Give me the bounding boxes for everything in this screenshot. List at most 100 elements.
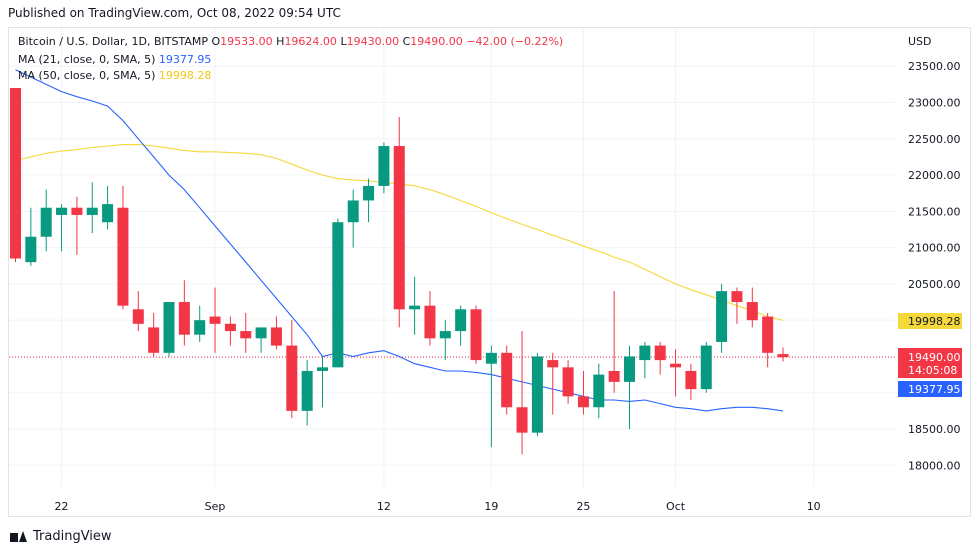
time-axis: 22 Sep 12 19 25 Oct 10: [55, 500, 821, 513]
x-tick-label: Oct: [666, 500, 686, 513]
candle-body: [501, 352, 513, 408]
price-tags: 19998.28 19490.00 14:05:08 19377.95: [898, 313, 962, 397]
candle-body: [639, 345, 651, 361]
candle: [685, 363, 697, 400]
candle-body: [378, 146, 390, 186]
high-label: H: [276, 35, 285, 48]
ma50-legend: MA (50, close, 0, SMA, 5) 19998.28: [18, 69, 211, 82]
candle-body: [255, 327, 267, 339]
currency-label: USD: [908, 35, 932, 48]
candle-body: [685, 370, 697, 390]
footer-brand-label: TradingView: [33, 529, 112, 544]
ohlc-legend: Bitcoin / U.S. Dollar, 1D, BITSTAMP O195…: [18, 35, 563, 48]
candle: [132, 291, 144, 332]
candle-body: [470, 309, 482, 361]
ma21-value: 19377.95: [158, 53, 212, 66]
candle-body: [485, 352, 497, 364]
candle: [670, 349, 682, 397]
footer-brand[interactable]: TradingView: [10, 529, 112, 544]
x-tick-label: 22: [55, 500, 69, 513]
candle: [777, 347, 789, 362]
candle-body: [209, 316, 221, 324]
candle-body: [654, 345, 666, 361]
candle: [762, 312, 774, 368]
candle-body: [670, 363, 682, 368]
last-price-tag-bg: [898, 348, 962, 378]
candle-body: [577, 396, 589, 408]
candle-body: [624, 356, 635, 382]
candle: [531, 352, 543, 437]
candle: [470, 305, 482, 364]
candle: [577, 370, 589, 415]
candle-body: [148, 327, 160, 353]
candle: [378, 142, 390, 194]
candle-body: [224, 323, 236, 332]
y-tick-label: 23500.00: [908, 60, 961, 73]
open-value: 19533.00: [220, 35, 273, 48]
ma21-line: [15, 69, 784, 412]
candle-body: [593, 374, 605, 408]
candle: [455, 305, 467, 346]
candle-body: [86, 207, 98, 215]
change-value: −42.00 (−0.22%): [466, 35, 564, 48]
candle: [10, 87, 21, 263]
candle-body: [439, 331, 451, 339]
ma21-legend: MA (21, close, 0, SMA, 5) 19377.95: [18, 53, 211, 66]
candle-body: [117, 207, 129, 306]
candle: [56, 204, 68, 252]
candle: [700, 341, 712, 393]
candle: [209, 287, 221, 353]
candle: [363, 178, 375, 223]
candle: [102, 185, 114, 230]
candle: [654, 341, 666, 375]
candle-body: [270, 327, 282, 346]
candle-body: [700, 345, 712, 390]
candle: [301, 360, 313, 426]
candle: [424, 291, 436, 346]
candle-body: [332, 222, 344, 368]
countdown-tag: 14:05:08: [908, 364, 957, 377]
candle: [409, 276, 421, 335]
candle: [86, 182, 98, 234]
ma50-tag: 19998.28: [908, 315, 961, 328]
x-tick-label: 25: [576, 500, 590, 513]
y-tick-label: 18500.00: [908, 423, 961, 436]
price-axis: 18000.0018500.0019000.0019500.0020000.00…: [908, 60, 961, 472]
y-tick-label: 21500.00: [908, 205, 961, 218]
candle: [562, 360, 574, 404]
x-tick-label: 12: [377, 500, 391, 513]
candle-body: [762, 316, 774, 353]
candle-body: [163, 302, 175, 353]
candle-body: [746, 302, 758, 321]
candle-body: [424, 305, 436, 339]
candle: [716, 283, 728, 353]
candle: [624, 345, 635, 430]
y-tick-label: 22000.00: [908, 169, 961, 182]
candle: [516, 331, 528, 455]
candle-body: [194, 320, 206, 335]
ma50-tag-bg: [898, 313, 962, 329]
symbol-label: Bitcoin / U.S. Dollar, 1D, BITSTAMP: [18, 35, 208, 48]
candle-body: [102, 204, 114, 223]
ma50-value: 19998.28: [158, 69, 212, 82]
y-tick-label: 22500.00: [908, 133, 961, 146]
candle: [270, 316, 282, 350]
candle-body: [516, 407, 528, 433]
candle-body: [393, 146, 405, 310]
candle: [117, 185, 129, 310]
close-value: 19490.00: [410, 35, 463, 48]
y-tick-label: 18000.00: [908, 459, 961, 472]
last-price-tag: 19490.00: [908, 351, 961, 364]
candle-body: [317, 367, 328, 371]
candle: [639, 341, 651, 379]
candle-body: [132, 309, 144, 324]
x-tick-label: Sep: [205, 500, 226, 513]
low-value: 19430.00: [346, 35, 400, 48]
candle-body: [716, 291, 728, 342]
published-caption: Published on TradingView.com, Oct 08, 20…: [8, 6, 341, 20]
chart-frame[interactable]: [8, 27, 971, 517]
candle: [240, 312, 252, 353]
candle-body: [731, 291, 743, 303]
candle: [40, 189, 52, 252]
